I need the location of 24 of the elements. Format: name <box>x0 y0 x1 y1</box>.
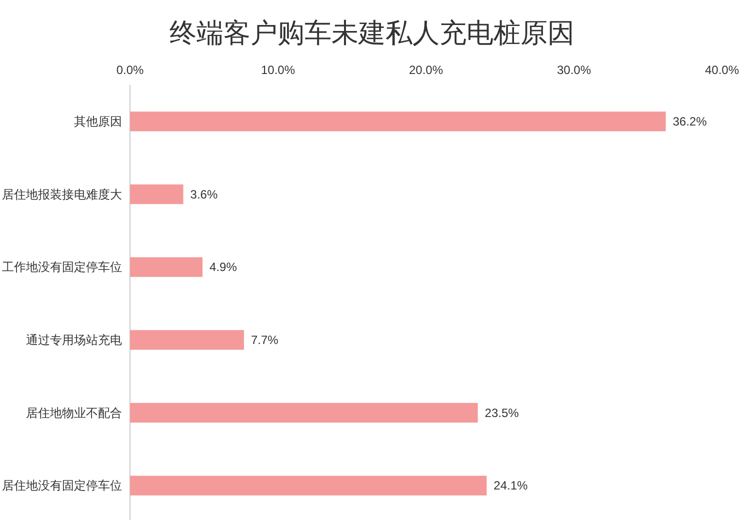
x-tick-label: 20.0% <box>408 63 444 77</box>
bar <box>130 476 487 496</box>
chart-title: 终端客户购车未建私人充电桩原因 <box>170 18 574 48</box>
y-tick-label: 居住地报装接电难度大 <box>2 187 122 202</box>
data-label: 24.1% <box>494 478 528 493</box>
y-tick-label: 居住地没有固定停车位 <box>2 478 122 493</box>
x-tick-label: 10.0% <box>260 63 296 77</box>
x-tick-label: 40.0% <box>704 63 740 77</box>
y-tick-label: 居住地物业不配合 <box>26 406 122 420</box>
bar <box>130 330 244 350</box>
data-label: 7.7% <box>250 332 279 347</box>
bar <box>130 402 478 423</box>
data-label: 36.2% <box>672 114 708 128</box>
y-tick-label: 工作地没有固定停车位 <box>2 260 122 274</box>
y-tick-label: 通过专用场站充电 <box>26 332 122 347</box>
x-tick-label: 30.0% <box>556 63 592 77</box>
x-tick-label: 0.0% <box>116 63 144 77</box>
y-tick-label: 其他原因 <box>74 114 122 128</box>
data-label: 3.6% <box>190 187 218 202</box>
bar <box>130 112 666 132</box>
data-label: 23.5% <box>484 406 520 420</box>
bar <box>130 257 203 277</box>
bar <box>130 184 184 204</box>
data-label: 4.9% <box>210 260 238 274</box>
